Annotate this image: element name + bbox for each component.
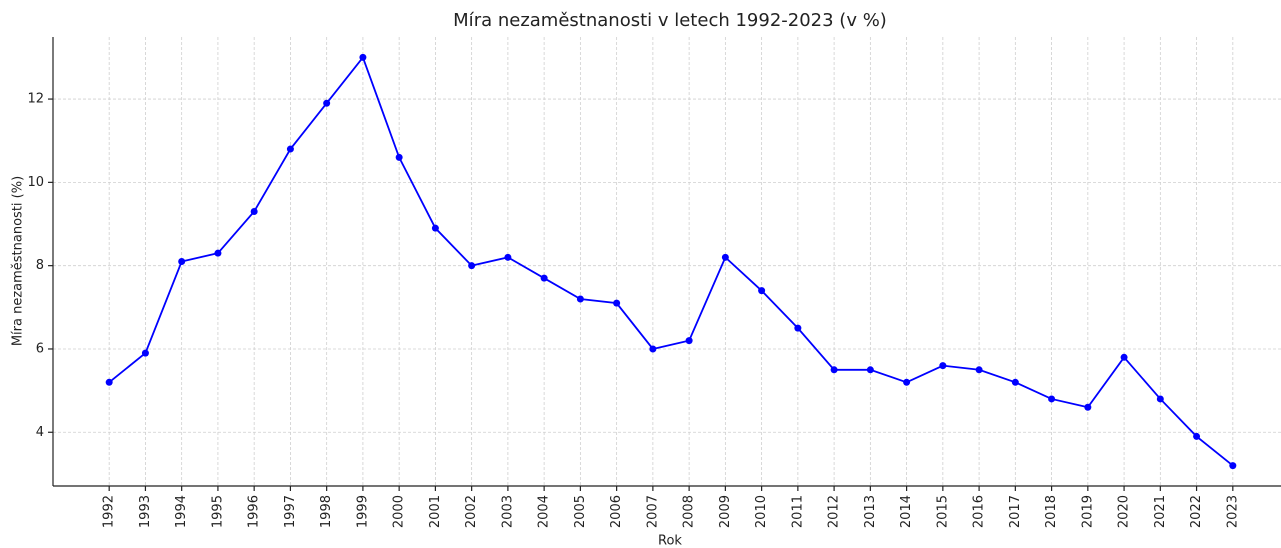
point (431, 224, 439, 232)
x-tick-label: 2016 (972, 495, 987, 528)
x-tick-label: 2011 (790, 495, 805, 528)
x-tick-label: 2012 (827, 495, 842, 528)
x-tick-label: 1996 (247, 495, 262, 528)
point (1229, 462, 1237, 470)
point (721, 253, 729, 261)
x-tick-label: 2004 (537, 495, 552, 528)
x-tick-label: 2015 (935, 495, 950, 528)
x-tick-label: 2018 (1044, 495, 1059, 528)
x-tick-label: 2002 (464, 495, 479, 528)
x-tick-label: 1993 (138, 495, 153, 528)
point (395, 153, 403, 161)
x-tick-label: 1994 (174, 495, 189, 528)
y-tick-label: 12 (27, 92, 44, 107)
y-tick-label: 4 (36, 425, 44, 440)
x-tick-label: 2020 (1117, 495, 1132, 528)
line (108, 55, 1234, 467)
x-tick-label: 2017 (1008, 495, 1023, 528)
point (1048, 395, 1056, 403)
point (468, 262, 476, 270)
x-tick-label: 2003 (500, 495, 515, 528)
x-tick-label: 2010 (754, 495, 769, 528)
point (323, 99, 331, 107)
x-tick-label: 2022 (1189, 495, 1204, 528)
point (576, 295, 584, 303)
x-tick-label: 2007 (645, 495, 660, 528)
x-tick-label: 2014 (899, 495, 914, 528)
point (794, 324, 802, 332)
chart-title: Míra nezaměstnanosti v letech 1992-2023 … (453, 10, 887, 31)
x-tick-label: 1998 (319, 495, 334, 528)
point (286, 145, 294, 153)
y-tick-label: 8 (36, 258, 44, 273)
x-tick-label: 1995 (210, 495, 225, 528)
point (1156, 395, 1164, 403)
point (1084, 403, 1092, 411)
x-tick-label: 2006 (609, 495, 624, 528)
point (178, 258, 186, 265)
point (1193, 432, 1201, 440)
x-tick-label: 1997 (283, 495, 298, 528)
y-tick-label: 10 (27, 175, 44, 190)
y-axis-label: Míra nezaměstnanosti (%) (11, 176, 26, 346)
point (758, 287, 766, 295)
x-axis-label: Rok (658, 534, 682, 548)
x-tick-label: 2021 (1153, 495, 1168, 528)
point (1120, 353, 1128, 361)
x-tick-label: 2005 (573, 495, 588, 528)
point (141, 349, 149, 357)
x-tick-label: 2009 (718, 495, 733, 528)
point (1011, 378, 1019, 386)
point (939, 362, 947, 370)
x-tick-label: 2000 (392, 495, 407, 528)
point (250, 208, 258, 216)
point (214, 249, 222, 257)
point (830, 366, 838, 374)
point (866, 366, 874, 374)
point (540, 274, 548, 282)
point (975, 366, 983, 374)
x-tick-label: 2008 (682, 495, 697, 528)
point (685, 337, 693, 345)
point (504, 253, 512, 261)
x-tick-label: 2001 (428, 495, 443, 528)
x-tick-label: 2023 (1225, 495, 1240, 528)
x-tick-label: 2019 (1080, 495, 1095, 528)
point (105, 378, 113, 386)
x-tick-label: 1992 (102, 495, 117, 528)
x-tick-label: 1999 (355, 495, 370, 528)
point (613, 299, 621, 307)
point (903, 378, 911, 386)
y-tick-label: 6 (36, 341, 44, 356)
x-tick-label: 2013 (863, 495, 878, 528)
point (649, 345, 657, 353)
point (359, 53, 367, 61)
